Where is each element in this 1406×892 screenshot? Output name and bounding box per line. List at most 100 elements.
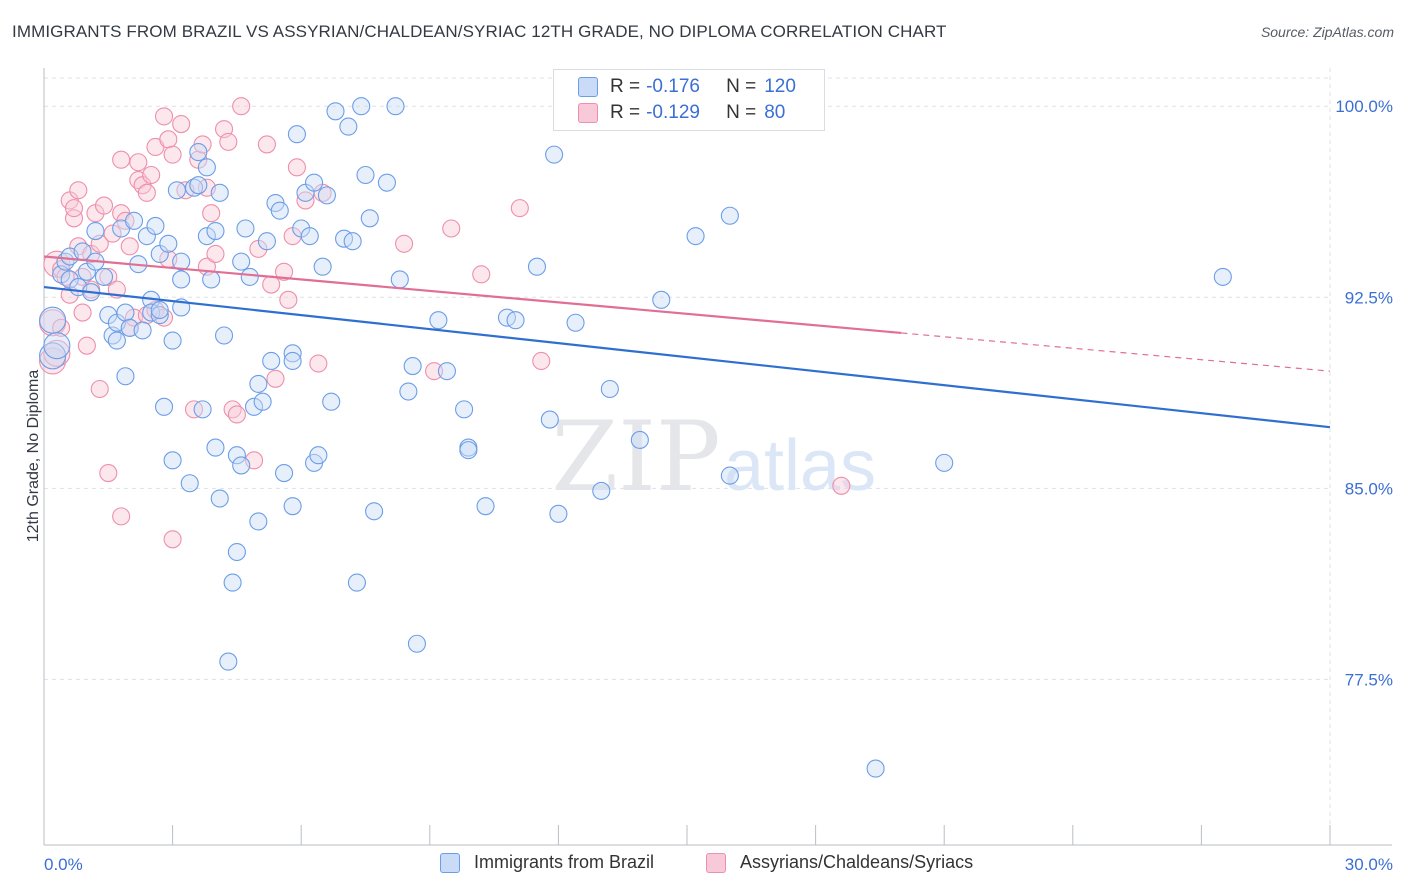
point-assyrians [163,530,182,549]
point-assyrians [112,150,131,169]
point-assyrians [154,107,174,126]
point-brazil [352,97,371,116]
point-assyrians [227,405,246,424]
legend-item-brazil[interactable]: Immigrants from Brazil [440,852,654,873]
point-brazil [232,252,251,271]
point-assyrians [309,354,328,373]
point-brazil [172,270,191,289]
point-assyrians [172,114,191,134]
point-brazil [172,252,191,271]
point-assyrians [532,351,551,371]
point-assyrians [206,244,225,264]
point-brazil [270,201,289,220]
y-tick-label: 100.0% [1335,97,1393,116]
point-brazil [935,453,954,472]
point-brazil [159,234,178,253]
point-brazil [540,410,559,429]
point-brazil [549,504,568,523]
point-brazil [403,357,422,376]
point-brazil [356,165,375,185]
point-brazil [720,206,739,225]
y-tick-label: 92.5% [1345,288,1393,307]
point-brazil [154,397,174,416]
point-assyrians [64,199,84,218]
point-brazil [219,652,238,671]
point-brazil [210,183,229,202]
point-brazil [592,481,611,500]
point-brazil [365,502,384,521]
point-assyrians [425,362,444,381]
legend-item-assyrians[interactable]: Assyrians/Chaldeans/Syriacs [706,852,973,873]
point-brazil [283,497,302,516]
point-assyrians [99,464,118,483]
point-brazil [377,173,396,192]
point-brazil [300,227,319,246]
point-brazil [313,257,332,276]
point-brazil [249,374,268,393]
point-brazil [407,634,426,653]
point-assyrians [472,265,491,284]
point-assyrians [510,199,529,218]
stats-row-brazil: R = -0.176 N = 120 [554,74,796,100]
n-label: N = [726,102,757,123]
n-value: 80 [764,102,786,123]
point-brazil [545,145,564,164]
legend-label-assyrians: Assyrians/Chaldeans/Syriacs [740,852,974,872]
point-brazil [206,221,225,241]
trend-lines [43,255,1331,429]
point-assyrians [142,165,161,185]
point-brazil [223,573,242,592]
point-brazil [86,221,105,241]
watermark: ZIP atlas [551,401,876,513]
y-tick-label: 77.5% [1345,670,1393,689]
series-assyrians [39,97,851,549]
point-brazil [150,300,169,320]
legend-swatch-brazil [440,852,460,873]
point-brazil [343,232,362,251]
point-brazil [133,321,152,340]
point-brazil [193,400,212,419]
point-brazil [476,497,495,516]
point-assyrians [257,135,276,154]
point-brazil [257,232,276,251]
stats-row-assyrians: R = -0.129 N = 80 [554,100,785,126]
point-brazil [283,351,302,371]
point-brazil [180,474,199,493]
point-assyrians [232,97,251,116]
series-brazil [39,97,1232,778]
point-brazil [227,542,246,562]
point-assyrians [279,290,298,309]
point-assyrians [219,132,238,151]
n-value: 120 [764,76,796,97]
legend-swatch-assyrians [706,852,726,873]
axes [43,68,1392,846]
point-brazil [240,267,259,286]
r-value: -0.176 [646,76,700,97]
y-axis-title: 12th Grade, No Diploma [25,370,42,543]
legend-swatch-assyrians [578,103,598,123]
point-brazil [386,97,405,116]
r-label: R = [610,102,641,123]
point-brazil [167,181,186,200]
point-brazil [146,216,165,235]
point-brazil [360,209,379,228]
legend-swatch-brazil [578,77,598,97]
point-assyrians [90,379,109,399]
point-brazil [262,351,281,371]
point-assyrians [99,267,118,286]
point-assyrians [262,275,281,294]
point-brazil [244,397,264,416]
point-brazil [652,290,671,309]
point-brazil [459,441,478,460]
point-assyrians [43,339,71,367]
legend-label-brazil: Immigrants from Brazil [474,852,655,872]
point-brazil [163,331,182,350]
point-brazil [390,270,409,289]
point-assyrians [296,191,315,210]
point-brazil [232,456,251,475]
point-brazil [107,331,126,350]
x-tick-label: 0.0% [44,855,83,874]
point-brazil [305,173,324,192]
point-assyrians [112,507,131,526]
point-assyrians [202,204,221,223]
